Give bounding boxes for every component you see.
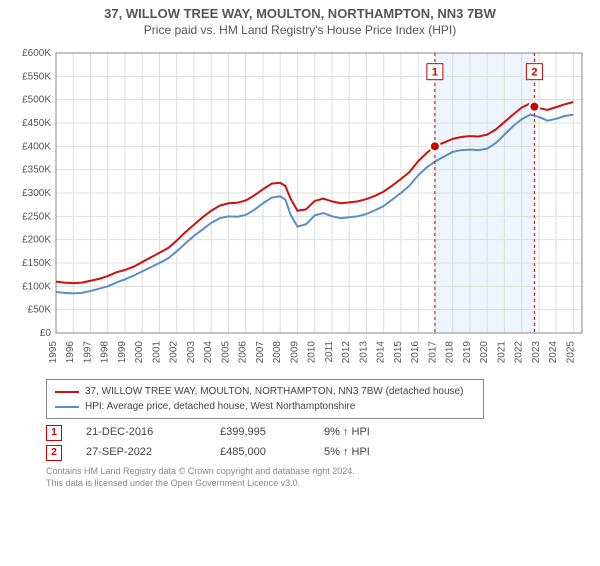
svg-text:£150K: £150K [22, 258, 51, 269]
svg-text:2011: 2011 [324, 341, 335, 363]
svg-text:£200K: £200K [22, 235, 51, 246]
svg-text:£450K: £450K [22, 118, 51, 129]
svg-text:£400K: £400K [22, 141, 51, 152]
legend-swatch [55, 391, 79, 393]
sale-price: £485,000 [220, 443, 300, 463]
svg-text:2008: 2008 [272, 341, 283, 364]
svg-text:2001: 2001 [151, 341, 162, 364]
svg-text:£600K: £600K [22, 48, 51, 59]
svg-text:1999: 1999 [117, 341, 128, 364]
legend-label: HPI: Average price, detached house, West… [85, 399, 355, 414]
svg-text:2023: 2023 [531, 341, 542, 364]
svg-text:2000: 2000 [134, 341, 145, 364]
svg-text:2015: 2015 [393, 341, 404, 364]
sale-marker: 2 [46, 445, 62, 461]
legend: 37, WILLOW TREE WAY, MOULTON, NORTHAMPTO… [46, 379, 484, 419]
svg-text:2022: 2022 [514, 341, 525, 364]
svg-text:£350K: £350K [22, 165, 51, 176]
svg-text:1: 1 [432, 67, 438, 79]
svg-text:2024: 2024 [548, 341, 559, 364]
svg-text:£50K: £50K [28, 305, 52, 316]
legend-swatch [55, 406, 79, 408]
svg-text:£0: £0 [40, 328, 52, 339]
svg-text:2021: 2021 [496, 341, 507, 364]
svg-text:£500K: £500K [22, 95, 51, 106]
svg-text:1996: 1996 [65, 341, 76, 364]
svg-text:2018: 2018 [445, 341, 456, 364]
svg-text:1997: 1997 [82, 341, 93, 364]
svg-text:2017: 2017 [427, 341, 438, 364]
svg-text:2013: 2013 [358, 341, 369, 364]
svg-text:2010: 2010 [307, 341, 318, 364]
svg-text:2025: 2025 [565, 341, 576, 364]
svg-text:£250K: £250K [22, 211, 51, 222]
svg-text:2: 2 [531, 67, 537, 79]
sale-date: 21-DEC-2016 [86, 423, 196, 443]
svg-text:2007: 2007 [255, 341, 266, 364]
svg-text:£100K: £100K [22, 281, 51, 292]
svg-text:1998: 1998 [100, 341, 111, 364]
svg-text:2006: 2006 [238, 341, 249, 364]
svg-text:2016: 2016 [410, 341, 421, 364]
sale-price: £399,995 [220, 423, 300, 443]
page-title: 37, WILLOW TREE WAY, MOULTON, NORTHAMPTO… [0, 6, 600, 21]
svg-text:£550K: £550K [22, 71, 51, 82]
svg-text:2004: 2004 [203, 341, 214, 364]
svg-text:1995: 1995 [48, 341, 59, 364]
sale-row: 2 27-SEP-2022 £485,000 5% ↑ HPI [46, 443, 588, 463]
svg-text:2009: 2009 [289, 341, 300, 364]
footer-line: This data is licensed under the Open Gov… [46, 477, 588, 489]
sale-marker: 1 [46, 425, 62, 441]
svg-text:2005: 2005 [220, 341, 231, 364]
svg-text:2003: 2003 [186, 341, 197, 364]
svg-text:£300K: £300K [22, 188, 51, 199]
svg-text:2020: 2020 [479, 341, 490, 364]
sale-date: 27-SEP-2022 [86, 443, 196, 463]
chart-container: £0 £50K £100K £150K £200K £250K £300K £350K £400… [10, 43, 590, 373]
svg-text:2012: 2012 [341, 341, 352, 364]
sales-table: 1 21-DEC-2016 £399,995 9% ↑ HPI 2 27-SEP-2022… [46, 423, 588, 463]
sale-note: 9% ↑ HPI [324, 423, 414, 443]
legend-item: HPI: Average price, detached house, West… [55, 399, 475, 414]
sale-note: 5% ↑ HPI [324, 443, 414, 463]
price-chart: £0 £50K £100K £150K £200K £250K £300K £350K £400… [10, 43, 590, 373]
footer-attribution: Contains HM Land Registry data © Crown c… [46, 465, 588, 489]
page-subtitle: Price paid vs. HM Land Registry's House … [0, 23, 600, 37]
svg-text:2014: 2014 [376, 341, 387, 364]
footer-line: Contains HM Land Registry data © Crown c… [46, 465, 588, 477]
svg-text:2019: 2019 [462, 341, 473, 364]
legend-item: 37, WILLOW TREE WAY, MOULTON, NORTHAMPTO… [55, 384, 475, 399]
legend-label: 37, WILLOW TREE WAY, MOULTON, NORTHAMPTO… [85, 384, 463, 399]
svg-text:2002: 2002 [169, 341, 180, 364]
sale-row: 1 21-DEC-2016 £399,995 9% ↑ HPI [46, 423, 588, 443]
